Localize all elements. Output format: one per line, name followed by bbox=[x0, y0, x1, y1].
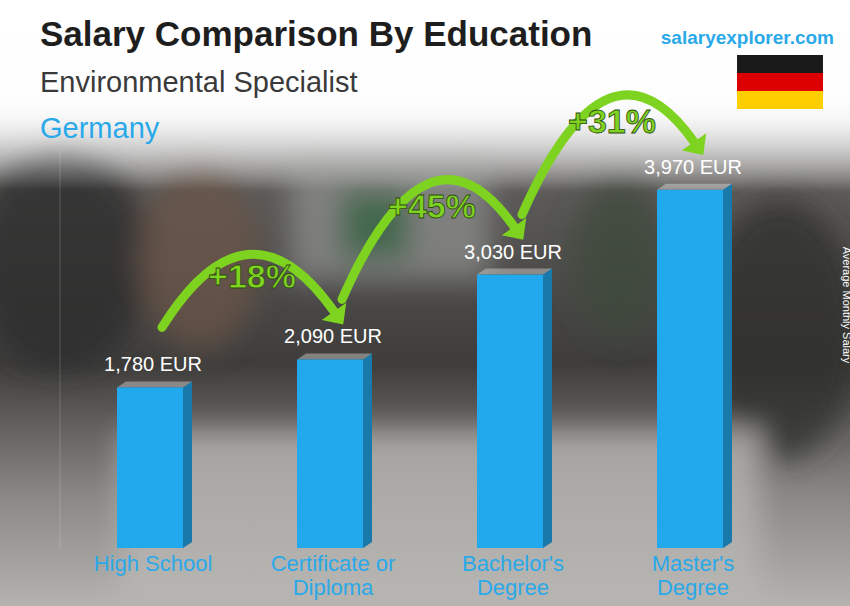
bar-group bbox=[117, 381, 192, 548]
bar-side bbox=[543, 269, 552, 548]
bar bbox=[117, 387, 183, 548]
annotation: +31% bbox=[568, 102, 656, 140]
category-label: Master'sDegree bbox=[652, 551, 734, 600]
bar-side bbox=[723, 184, 732, 548]
y-axis-line bbox=[60, 151, 61, 548]
source: salaryexplorer.com bbox=[661, 27, 834, 48]
bar bbox=[657, 190, 723, 548]
data-label: 3,970 EUR bbox=[644, 156, 742, 178]
bars bbox=[117, 184, 732, 548]
data-label: 2,090 EUR bbox=[284, 325, 382, 347]
annotation: +18% bbox=[208, 257, 296, 295]
bar-top bbox=[657, 184, 732, 190]
bar-top bbox=[117, 381, 192, 387]
data-label: 1,780 EUR bbox=[104, 353, 202, 375]
bar bbox=[477, 275, 543, 548]
category-label: High School bbox=[94, 551, 213, 576]
bar-top bbox=[297, 353, 372, 359]
data-label: 3,030 EUR bbox=[464, 241, 562, 263]
change-arrow bbox=[342, 180, 526, 300]
bar-top bbox=[477, 269, 552, 275]
change-arrow bbox=[522, 95, 706, 215]
y-axis-label: Average Monthly Salary bbox=[841, 247, 850, 364]
category-label: Bachelor'sDegree bbox=[462, 551, 564, 600]
bar-side-shade bbox=[363, 353, 372, 548]
chart: Salary Comparison By Education Environmen… bbox=[0, 0, 850, 606]
bar-side bbox=[183, 381, 192, 548]
subtitle: Environmental Specialist bbox=[40, 66, 358, 98]
bar-group bbox=[297, 353, 372, 548]
flag bbox=[737, 55, 823, 109]
bar-group bbox=[477, 269, 552, 548]
bar bbox=[297, 359, 363, 548]
bar-side bbox=[363, 353, 372, 548]
bar-group bbox=[657, 184, 732, 548]
background bbox=[0, 0, 850, 606]
bar-side-shade bbox=[543, 269, 552, 548]
change-arrow bbox=[162, 254, 346, 327]
bar-side-shade bbox=[723, 184, 732, 548]
bar-side-shade bbox=[183, 381, 192, 548]
title: Salary Comparison By Education bbox=[40, 14, 592, 53]
location: Germany bbox=[40, 112, 160, 144]
category-label: Certificate orDiploma bbox=[271, 551, 396, 600]
annotation: +45% bbox=[388, 187, 476, 225]
